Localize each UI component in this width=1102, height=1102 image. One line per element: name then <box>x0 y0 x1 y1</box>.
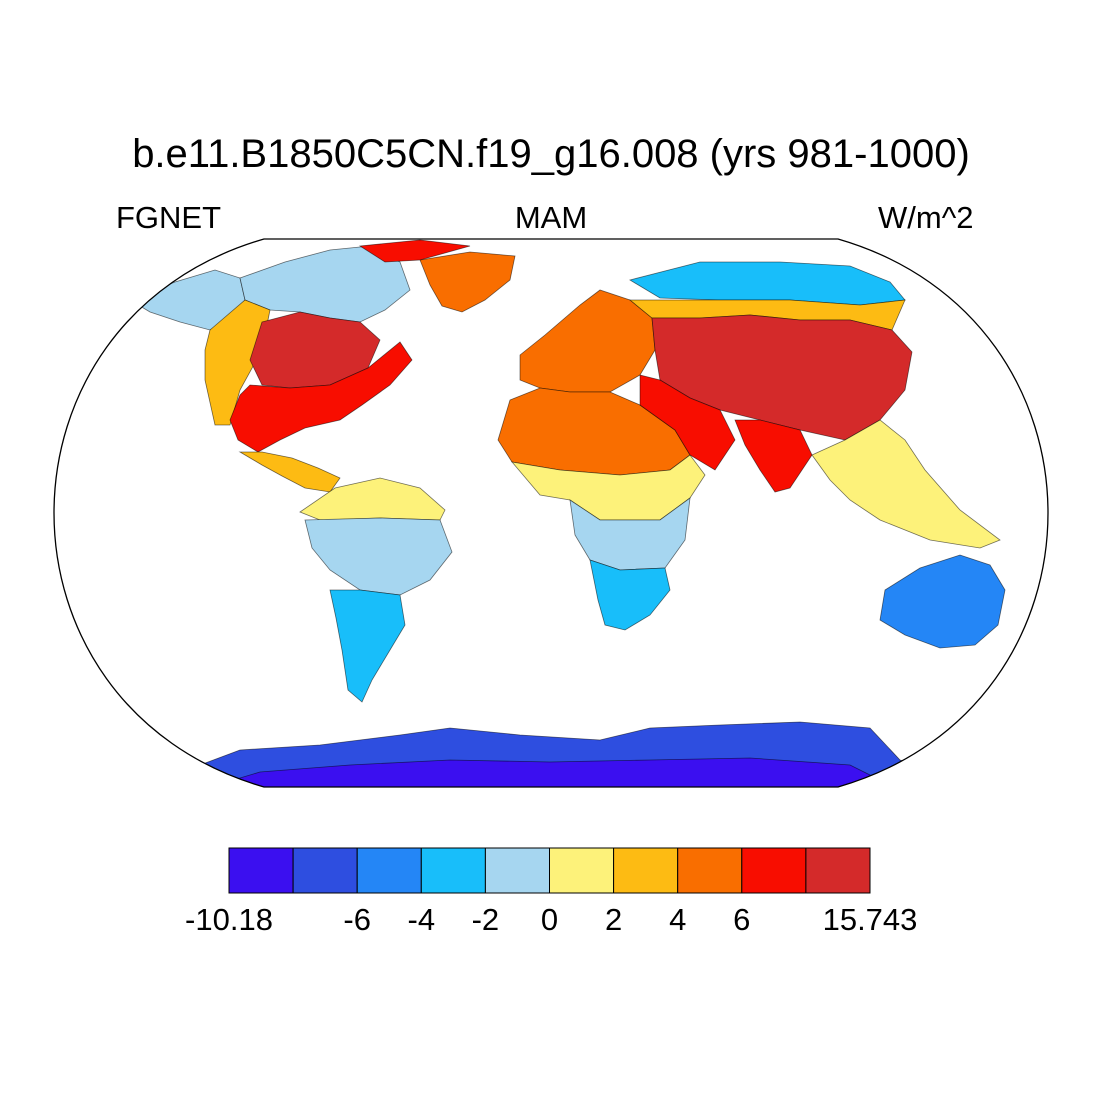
region-antarctica-interior <box>199 757 901 787</box>
region-india <box>734 419 813 493</box>
colorbar-tick-label: -2 <box>471 902 500 937</box>
colorbar-tick-label: -4 <box>407 902 436 937</box>
colorbar-tick-label: 2 <box>604 902 623 937</box>
region-patagonia <box>329 589 406 703</box>
colorbar-box <box>549 847 615 894</box>
plot-title: b.e11.B1850C5CN.f19_g16.008 (yrs 981-100… <box>132 132 970 176</box>
colorbar-tick-label: -10.18 <box>185 902 273 937</box>
region-north-america-east <box>229 341 413 453</box>
colorbar-box <box>805 847 871 894</box>
colorbar-box <box>484 847 550 894</box>
region-mexico <box>238 451 341 493</box>
globe-outline <box>53 238 1049 788</box>
region-greenland-north <box>358 239 471 263</box>
colorbar-box <box>741 847 807 894</box>
region-amazon <box>304 517 453 596</box>
colorbar-tick-label: 4 <box>669 902 687 937</box>
region-southern-africa <box>589 559 671 631</box>
season-label: MAM <box>514 200 588 235</box>
region-southeast-asia <box>811 419 1001 549</box>
land-layer <box>99 239 1006 787</box>
region-middle-east <box>639 374 736 471</box>
colorbar-box <box>356 847 422 894</box>
colorbar-tick-label: 6 <box>733 902 751 937</box>
region-central-africa <box>569 497 691 571</box>
units-label: W/m^2 <box>878 200 974 235</box>
colorbar-box <box>420 847 486 894</box>
region-greenland <box>419 251 516 313</box>
colorbar-box <box>677 847 743 894</box>
colorbar-tick-label: -6 <box>343 902 371 937</box>
colorbar-tick-label: 0 <box>540 902 559 937</box>
colorbar-tick-label: 15.743 <box>822 902 918 937</box>
region-sahel <box>510 454 706 521</box>
colorbar-box <box>292 847 358 894</box>
variable-label: FGNET <box>116 200 222 235</box>
region-australia <box>879 554 1006 649</box>
colorbar-box <box>228 847 294 894</box>
colorbar-box <box>613 847 679 894</box>
